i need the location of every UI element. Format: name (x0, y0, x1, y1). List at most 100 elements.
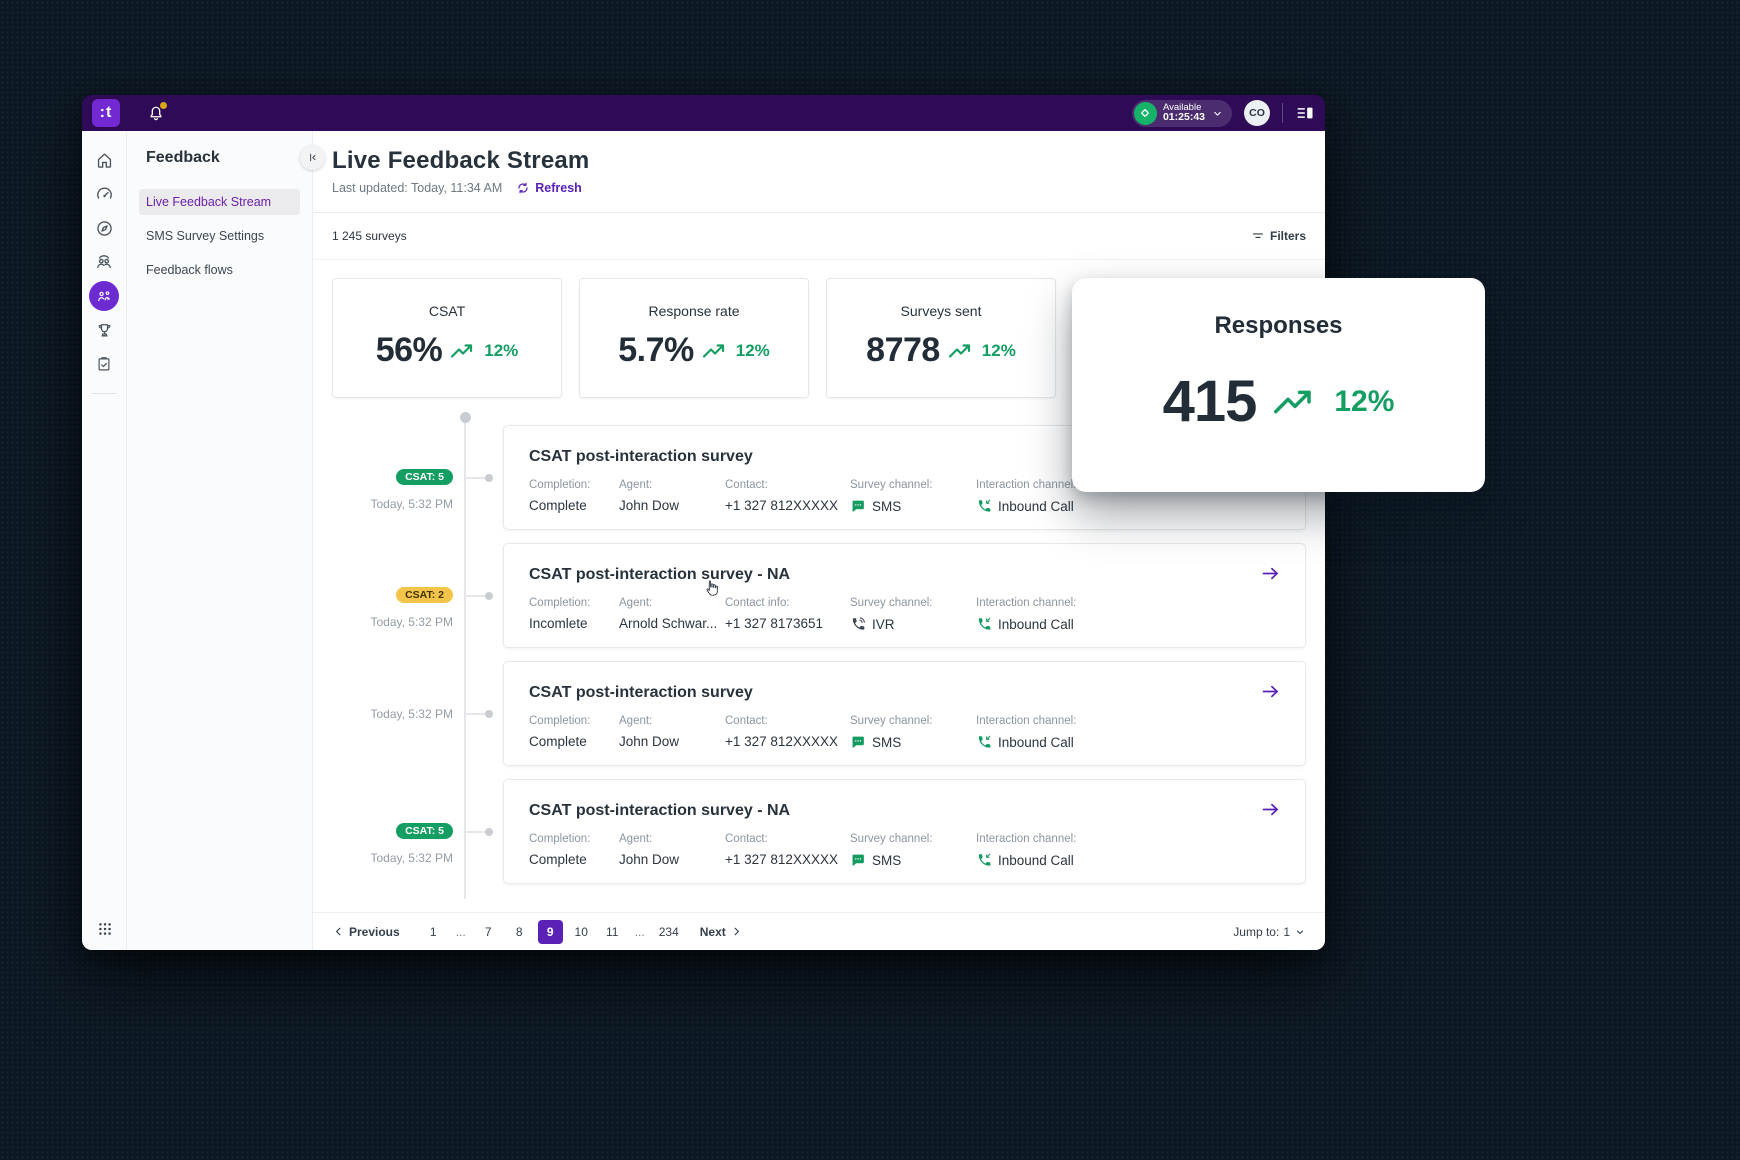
ivr-icon (852, 617, 865, 630)
sms-icon (852, 736, 864, 748)
stats-row: CSAT 56% 12% Response rate 5.7% 12% (332, 278, 1306, 398)
entry-time: Today, 5:32 PM (370, 707, 454, 721)
panel-toggle-icon[interactable] (1295, 103, 1315, 123)
trending-up-icon (1274, 390, 1312, 413)
rail-divider (91, 393, 117, 394)
last-updated-text: Last updated: Today, 11:34 AM (332, 181, 503, 195)
home-icon[interactable] (89, 145, 119, 175)
page-number[interactable]: 234 (658, 924, 679, 939)
timeline-start-dot (459, 412, 471, 423)
inbound-call-icon (978, 735, 991, 748)
tasks-clipboard-icon[interactable] (89, 349, 119, 379)
refresh-label: Refresh (535, 181, 582, 195)
main-content: Live Feedback Stream Last updated: Today… (300, 131, 1325, 950)
pagination-bar: Previous 1 ... 7 8 9 10 11 ... 234 Next (313, 912, 1325, 950)
inbound-call-icon (978, 499, 991, 512)
timeline-line (464, 417, 466, 899)
stat-trend: 12% (484, 340, 519, 360)
top-bar: :t Available 01:25:43 CO (82, 95, 1325, 131)
page-number-active[interactable]: 9 (537, 919, 563, 944)
refresh-button[interactable]: Refresh (516, 181, 582, 195)
nav-panel-title: Feedback (146, 149, 220, 166)
previous-page-button[interactable]: Previous (332, 925, 400, 939)
collapse-icon (310, 153, 316, 162)
survey-card-title: CSAT post-interaction survey (529, 684, 753, 701)
csat-badge: CSAT: 5 (396, 823, 453, 839)
csat-badge: CSAT: 2 (396, 587, 453, 603)
timeline-entry: CSAT: 2 Today, 5:32 PM CSAT post-interac… (332, 543, 1306, 648)
nav-item-sms-survey-settings[interactable]: SMS Survey Settings (146, 229, 265, 243)
sms-icon (852, 500, 864, 512)
surveys-count: 1 245 surveys (332, 229, 407, 243)
stat-trend: 12% (981, 340, 1016, 360)
csat-badge: CSAT: 5 (396, 469, 453, 485)
survey-card-title: CSAT post-interaction survey - NA (529, 566, 791, 583)
page-number[interactable]: 1 (429, 924, 437, 939)
stat-label: Surveys sent (900, 303, 982, 319)
refresh-icon (518, 182, 528, 194)
entry-time: Today, 5:32 PM (370, 615, 454, 629)
chevron-down-icon (1214, 111, 1221, 116)
dashboard-gauge-icon[interactable] (89, 179, 119, 209)
filter-icon (1253, 233, 1263, 239)
page-number[interactable]: 8 (515, 924, 523, 939)
stat-card-response-rate: Response rate 5.7% 12% (579, 278, 809, 398)
stat-label: Response rate (648, 303, 740, 319)
collapse-panel-button[interactable] (300, 145, 325, 170)
page-number[interactable]: 11 (605, 924, 619, 939)
chevron-left-icon (336, 927, 341, 936)
open-survey-arrow-icon[interactable] (1261, 802, 1280, 817)
agent-status-selector[interactable]: Available 01:25:43 (1131, 99, 1232, 127)
page-title: Live Feedback Stream (332, 147, 590, 174)
stat-label: CSAT (428, 303, 466, 319)
chevron-right-icon (734, 927, 739, 936)
trending-up-icon (451, 343, 473, 358)
feedback-icon[interactable] (89, 281, 119, 311)
trophy-icon[interactable] (89, 315, 119, 345)
status-timer: 01:25:43 (1162, 111, 1205, 124)
feedback-nav-panel: Feedback Live Feedback Stream SMS Survey… (127, 131, 313, 950)
filters-label: Filters (1269, 229, 1306, 243)
stat-value: 5.7% (618, 331, 694, 369)
inbound-call-icon (978, 853, 991, 866)
survey-card-title: CSAT post-interaction survey - NA (529, 802, 791, 819)
page-number[interactable]: 7 (484, 924, 492, 939)
app-grid-icon[interactable] (96, 920, 114, 938)
survey-card[interactable]: CSAT post-interaction survey - NA Comple… (503, 779, 1306, 884)
sms-icon (852, 854, 864, 866)
status-label: Available (1162, 101, 1202, 113)
app-logo[interactable]: :t (92, 99, 120, 127)
survey-card[interactable]: CSAT post-interaction survey Completion:… (503, 661, 1306, 766)
next-page-button[interactable]: Next (700, 925, 743, 939)
stat-value: 8778 (866, 331, 940, 369)
stat-value: 56% (375, 331, 443, 369)
filters-button[interactable]: Filters (1251, 229, 1306, 243)
stat-card-responses-popup: Responses 415 12% (1072, 278, 1485, 492)
entry-time: Today, 5:32 PM (370, 851, 454, 865)
inbound-call-icon (978, 617, 991, 630)
feedback-timeline: CSAT: 5 Today, 5:32 PM CSAT post-interac… (332, 412, 1306, 899)
stat-trend: 12% (735, 340, 770, 360)
team-icon[interactable] (89, 247, 119, 277)
notifications-bell-icon[interactable] (146, 102, 167, 123)
page-ellipsis: ... (455, 924, 466, 939)
stat-card-surveys-sent: Surveys sent 8778 12% (826, 278, 1056, 398)
responses-trend: 12% (1334, 384, 1395, 418)
survey-card[interactable]: CSAT post-interaction survey - NA Comple… (503, 543, 1306, 648)
content-header: Live Feedback Stream Last updated: Today… (313, 131, 1325, 213)
compass-icon[interactable] (89, 213, 119, 243)
open-survey-arrow-icon[interactable] (1261, 684, 1280, 699)
entry-time: Today, 5:32 PM (370, 497, 454, 511)
open-survey-arrow-icon[interactable] (1261, 566, 1280, 581)
nav-item-feedback-flows[interactable]: Feedback flows (146, 263, 233, 277)
topbar-divider (1282, 103, 1283, 123)
page-number[interactable]: 10 (574, 924, 588, 939)
page-ellipsis: ... (634, 924, 645, 939)
nav-item-live-feedback-stream[interactable]: Live Feedback Stream (139, 189, 300, 215)
user-avatar[interactable]: CO (1244, 100, 1270, 126)
icon-rail (82, 131, 127, 950)
jump-to-select[interactable]: Jump to: 1 (1233, 925, 1306, 939)
app-window: :t Available 01:25:43 CO (82, 95, 1485, 950)
responses-title: Responses (1214, 312, 1343, 339)
notification-dot (160, 102, 167, 109)
